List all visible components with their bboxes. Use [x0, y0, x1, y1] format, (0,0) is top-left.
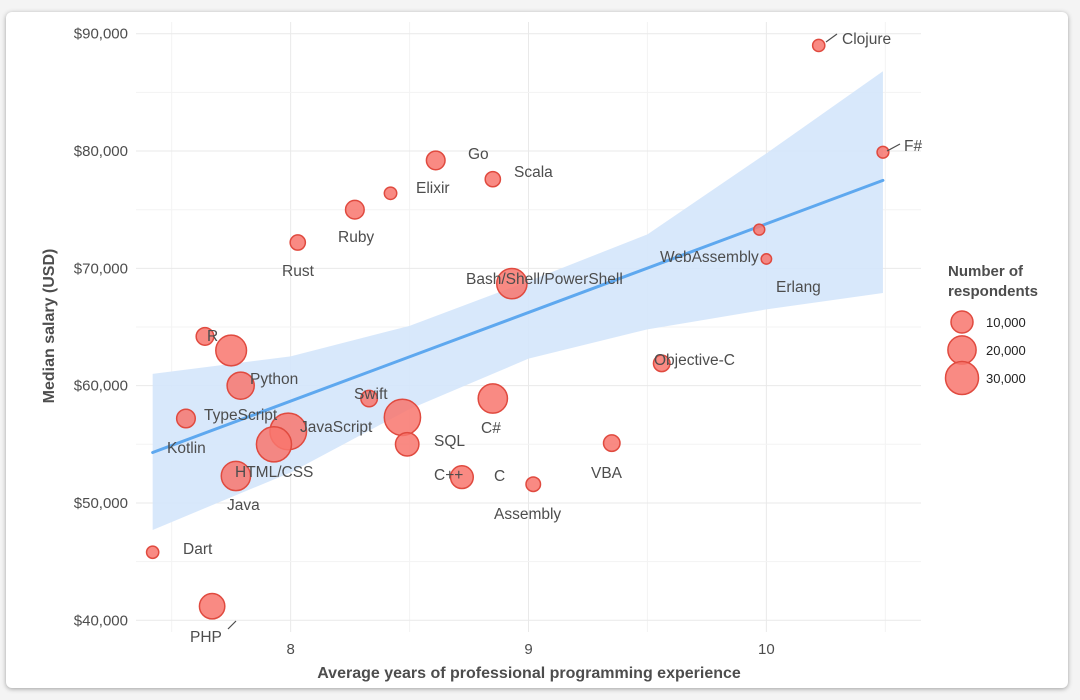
point-unlabeled — [215, 334, 248, 367]
point-typescript — [175, 408, 197, 429]
label-c-: C# — [481, 420, 501, 437]
label-scala: Scala — [514, 164, 553, 181]
point-html-css — [255, 426, 293, 463]
point-go — [425, 150, 446, 171]
y-tick-label: $80,000 — [74, 143, 128, 160]
label-c: C — [494, 468, 505, 485]
y-axis-title: Median salary (USD) — [41, 249, 58, 404]
point-swift — [360, 389, 379, 408]
label-objective-c: Objective-C — [654, 352, 735, 369]
label-html-css: HTML/CSS — [235, 464, 313, 481]
point-f- — [876, 145, 890, 159]
label-r: R — [207, 328, 218, 345]
label-clojure: Clojure — [842, 31, 891, 48]
axis-ticks: $40,000 $50,000 $60,000 $70,000 $80,000 $90,0… — [74, 26, 775, 658]
label-ruby: Ruby — [338, 229, 374, 246]
label-elixir: Elixir — [416, 180, 450, 197]
point-ruby — [344, 199, 365, 220]
legend-label: 20,000 — [986, 343, 1026, 358]
point-c- — [394, 431, 420, 457]
point-objective-c — [652, 354, 671, 373]
point-scala — [484, 170, 502, 188]
legend: Number of respondents 10,000 20,000 30,000 — [944, 263, 1038, 396]
label-javascript: JavaScript — [300, 419, 373, 436]
label-bash-shell-powershell: Bash/Shell/PowerShell — [466, 271, 623, 288]
x-tick-label: 8 — [286, 641, 294, 658]
label-swift: Swift — [354, 386, 388, 403]
legend-symbol — [950, 310, 974, 334]
points-layer — [145, 38, 890, 620]
label-leader — [825, 33, 838, 43]
label-f-: F# — [904, 138, 922, 155]
legend-label: 10,000 — [986, 315, 1026, 330]
point-php — [198, 592, 226, 620]
label-leader — [886, 143, 901, 152]
point-vba — [602, 434, 621, 453]
label-leader — [227, 620, 237, 630]
point-bash-shell-powershell — [495, 267, 528, 300]
confidence-band-layer — [152, 71, 883, 530]
x-tick-label: 10 — [758, 641, 775, 658]
legend-label: 30,000 — [986, 371, 1026, 386]
x-axis-title: Average years of professional programmin… — [317, 665, 741, 682]
point-erlang — [760, 253, 773, 265]
legend-symbol — [944, 360, 980, 396]
label-erlang: Erlang — [776, 279, 821, 296]
y-tick-label: $40,000 — [74, 612, 128, 629]
label-webassembly: WebAssembly — [660, 249, 759, 266]
scatter-chart: Clojure F# Go Scala Elixir Ruby WebAssembly Rus… — [41, 22, 1038, 682]
point-c — [449, 465, 475, 490]
label-vba: VBA — [591, 465, 623, 482]
label-typescript: TypeScript — [204, 407, 278, 424]
point-labels-layer: Clojure F# Go Scala Elixir Ruby WebAssembly Rus… — [167, 31, 922, 646]
label-python: Python — [250, 371, 298, 388]
legend-title-line1: Number of — [948, 263, 1024, 280]
label-c-: C++ — [434, 467, 463, 484]
point-r — [195, 326, 215, 346]
label-go: Go — [468, 146, 489, 163]
y-tick-label: $50,000 — [74, 495, 128, 512]
y-tick-label: $60,000 — [74, 378, 128, 395]
chart-card: Clojure F# Go Scala Elixir Ruby WebAssembly Rus… — [6, 12, 1068, 688]
point-sql — [383, 398, 422, 437]
label-php: PHP — [190, 629, 222, 646]
point-clojure — [811, 38, 826, 53]
confidence-band — [152, 71, 883, 530]
point-webassembly — [753, 223, 766, 236]
point-elixir — [383, 186, 398, 201]
legend-title-line2: respondents — [948, 283, 1038, 300]
point-dart — [145, 545, 160, 560]
point-c- — [477, 383, 509, 414]
y-tick-label: $70,000 — [74, 260, 128, 277]
legend-symbol — [947, 335, 977, 365]
label-sql: SQL — [434, 433, 465, 450]
point-python — [226, 371, 255, 400]
y-tick-label: $90,000 — [74, 26, 128, 43]
point-assembly — [525, 476, 542, 493]
x-tick-label: 9 — [524, 641, 532, 658]
point-rust — [289, 234, 307, 251]
label-rust: Rust — [282, 263, 315, 280]
label-java: Java — [227, 497, 260, 514]
label-assembly: Assembly — [494, 506, 561, 523]
point-java — [220, 460, 252, 492]
label-kotlin: Kotlin — [167, 440, 206, 457]
label-dart: Dart — [183, 541, 213, 558]
gridlines — [136, 22, 921, 632]
